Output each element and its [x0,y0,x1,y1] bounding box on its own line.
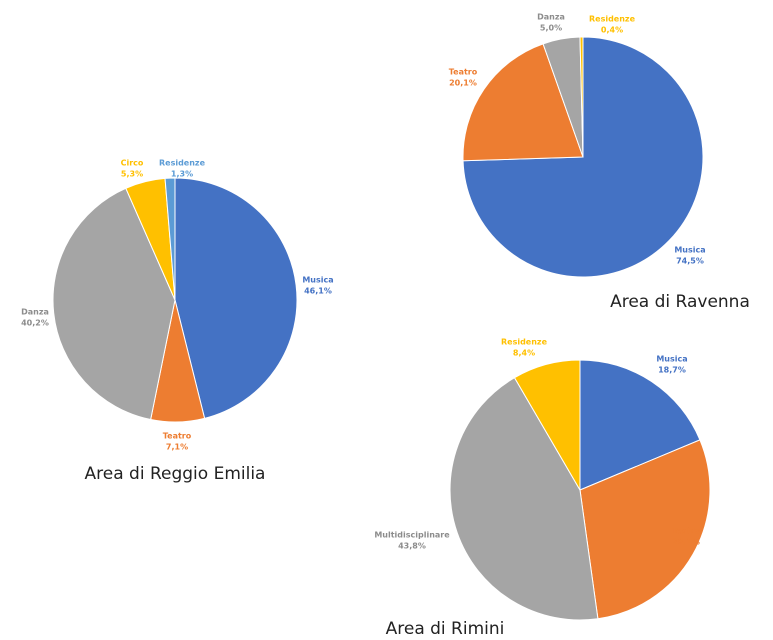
pie-slice [513,359,581,492]
pie-slice [579,36,584,158]
slice-label: Multidisciplinare [374,531,450,540]
pie-slice [579,439,711,620]
slice-label: Residenze [501,338,548,347]
slice-value-label: 5,3% [121,170,143,179]
slice-value-label: 46,1% [304,287,332,296]
slice-value-label: 8,4% [513,349,535,358]
slice-value-label: 43,8% [398,542,426,551]
slice-label: Musica [656,355,687,364]
slice-label: Teatro [163,432,192,441]
slice-value-label: 18,7% [658,366,686,375]
pie-slice [174,177,298,419]
chart-title: Area di Rimini [386,619,505,639]
slice-label: Musica [302,276,333,285]
slice-value-label: 40,2% [21,319,49,328]
slice-value-label: 7,1% [166,443,188,452]
slice-label: Teatro [672,527,701,536]
pie-slice [579,359,701,491]
pie-slice [449,377,599,621]
slice-value-label: 20,1% [449,79,477,88]
slice-value-label: 0,4% [601,26,623,35]
slice-label: Musica [674,246,705,255]
slice-label: Residenze [159,159,206,168]
slice-value-label: 1,3% [171,170,193,179]
slice-value-label: 5,0% [540,24,562,33]
chart-title: Area di Ravenna [610,292,750,312]
slice-label: Circo [121,159,144,168]
slice-value-label: 29,1% [672,538,700,547]
chart-title: Area di Reggio Emilia [85,464,266,484]
slice-label: Danza [537,13,565,22]
pie-slice [52,187,176,421]
slice-label: Teatro [449,68,478,77]
slice-label: Residenze [589,15,636,24]
pie-slice [164,177,176,301]
slice-label: Danza [21,308,49,317]
slice-value-label: 74,5% [676,257,704,266]
